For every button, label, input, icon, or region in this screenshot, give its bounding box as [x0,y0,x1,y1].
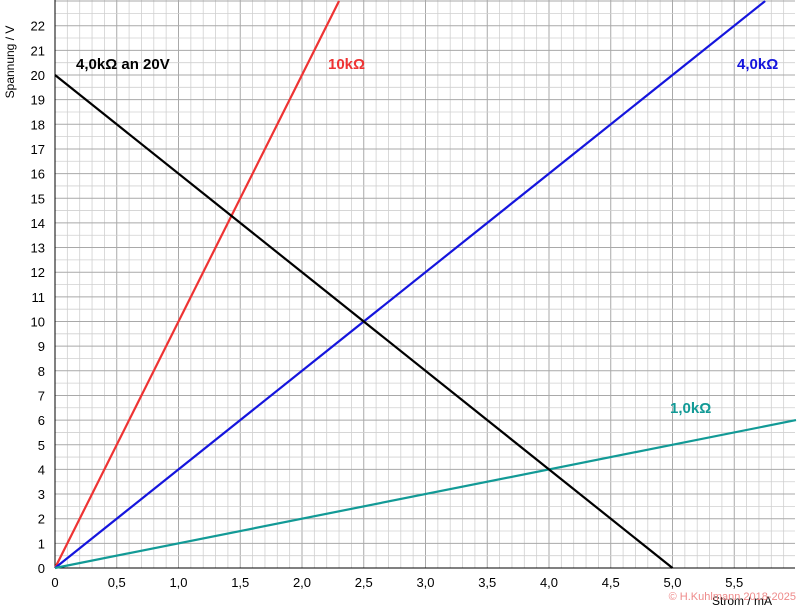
y-tick-label: 2 [38,512,45,527]
copyright-text: © H.Kuhlmann 2018-2025 [669,591,796,603]
series-label-1k: 1,0kΩ [670,400,711,417]
y-tick-label: 22 [31,19,45,34]
series-label-4k: 4,0kΩ [737,56,778,73]
y-tick-label: 4 [38,462,45,477]
series-line-1 [54,0,766,569]
y-tick-label: 1 [38,536,45,551]
x-tick-label: 2,5 [355,575,373,590]
y-tick-label: 8 [38,364,45,379]
series-lines [54,0,797,570]
x-tick-label: 3,5 [478,575,496,590]
y-tick-label: 12 [31,265,45,280]
y-tick-label: 3 [38,487,45,502]
y-tick-label: 0 [38,561,45,576]
series-line-2 [54,419,797,570]
x-axis-title: Strom / mA [712,594,772,608]
series-line-3 [54,74,674,569]
x-tick-label: 1,0 [169,575,187,590]
x-tick-label: 5,0 [663,575,681,590]
y-tick-label: 7 [38,388,45,403]
y-tick-label: 6 [38,413,45,428]
series-label-4k-20v: 4,0kΩ an 20V [76,56,170,73]
y-tick-label: 17 [31,142,45,157]
y-tick-label: 9 [38,339,45,354]
y-tick-label: 14 [31,216,45,231]
x-tick-label: 5,5 [725,575,743,590]
x-tick-label: 4,0 [540,575,558,590]
x-tick-label: 1,5 [231,575,249,590]
y-tick-label: 18 [31,117,45,132]
series-line-0 [54,0,341,569]
series-label-10k: 10kΩ [328,56,365,73]
y-tick-label: 10 [31,315,45,330]
x-tick-label: 0 [51,575,58,590]
y-tick-label: 16 [31,167,45,182]
y-tick-label: 13 [31,241,45,256]
y-axis-title: Spannung / V [3,26,17,99]
y-tick-label: 21 [31,43,45,58]
x-tick-label: 3,0 [416,575,434,590]
x-tick-label: 2,0 [293,575,311,590]
y-tick-label: 11 [32,290,46,305]
grid [54,0,795,569]
y-tick-label: 15 [31,191,45,206]
x-tick-label: 0,5 [108,575,126,590]
y-tick-label: 20 [31,68,45,83]
tick-labels: 0 0,5 1,0 1,5 2,0 2,5 3,0 3,5 4,0 4,5 5,0 5,5012345… [31,19,744,590]
y-tick-label: 5 [38,438,45,453]
y-tick-label: 19 [31,93,45,108]
x-tick-label: 4,5 [602,575,620,590]
